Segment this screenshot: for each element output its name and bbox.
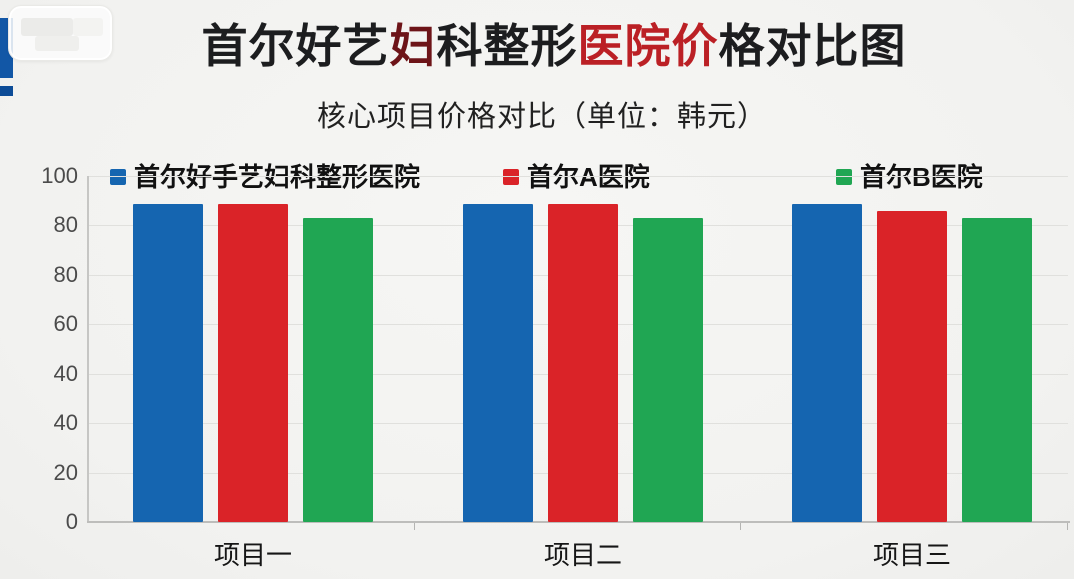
bar-项目一-series3 bbox=[303, 217, 373, 522]
y-axis-label: 80 bbox=[53, 261, 78, 287]
legend-label: 首尔A医院 bbox=[527, 162, 650, 192]
x-axis-tick bbox=[740, 523, 742, 530]
chart-title-segment: 妇 bbox=[389, 20, 437, 72]
bar-项目二-series3 bbox=[633, 217, 703, 522]
blurred-watermark-card bbox=[8, 5, 113, 61]
chart-subtitle: 核心项目价格对比（单位：韩元） bbox=[316, 101, 767, 133]
bar-项目三-series3 bbox=[962, 217, 1032, 522]
x-axis-baseline bbox=[87, 521, 1070, 523]
legend-label: 首尔好手艺妇科整形医院 bbox=[134, 162, 421, 192]
x-axis-tick bbox=[1067, 523, 1068, 530]
legend-swatch-icon bbox=[503, 169, 519, 185]
y-axis-label: 80 bbox=[53, 212, 78, 238]
legend-item: 首尔A医院 bbox=[503, 163, 650, 191]
legend-item: 首尔好手艺妇科整形医院 bbox=[110, 163, 420, 191]
x-axis-label: 项目三 bbox=[872, 540, 951, 570]
bar-项目三-series2 bbox=[877, 210, 947, 522]
grid-line bbox=[88, 176, 1068, 177]
y-axis-line bbox=[87, 176, 89, 523]
watermark-blur-patch bbox=[35, 36, 79, 51]
y-axis-label: 20 bbox=[53, 459, 78, 485]
bar-项目一-series2 bbox=[218, 203, 288, 522]
bar-项目一-series1 bbox=[133, 203, 203, 522]
x-axis-label: 项目一 bbox=[213, 540, 292, 570]
x-axis-label: 项目二 bbox=[543, 540, 622, 570]
x-axis-tick bbox=[413, 523, 415, 530]
legend-swatch-icon bbox=[110, 169, 126, 185]
watermark-blur-patch bbox=[21, 18, 73, 36]
legend-swatch-icon bbox=[836, 169, 852, 185]
y-axis-label: 0 bbox=[65, 509, 78, 534]
watermark-blur-patch bbox=[73, 18, 103, 36]
y-axis-label: 60 bbox=[53, 311, 78, 337]
chart-title-segment: 首尔好艺 bbox=[201, 20, 390, 72]
legend-item: 首尔B医院 bbox=[836, 163, 983, 191]
bar-项目二-series2 bbox=[548, 203, 618, 522]
blue-logo-tip bbox=[0, 86, 13, 96]
chart-title-segment: 格对比图 bbox=[718, 20, 907, 72]
legend-label: 首尔B医院 bbox=[860, 162, 983, 192]
y-axis-label: 40 bbox=[53, 360, 78, 386]
bar-项目三-series1 bbox=[792, 203, 862, 522]
chart-title-segment: 医院价 bbox=[577, 20, 719, 72]
y-axis-label: 100 bbox=[41, 163, 78, 188]
bar-项目二-series1 bbox=[463, 203, 533, 522]
chart-title-segment: 科整形 bbox=[436, 20, 578, 72]
chart-title: 首尔好艺妇科整形医院价格对比图 bbox=[40, 16, 1068, 76]
y-axis-label: 40 bbox=[53, 410, 78, 436]
